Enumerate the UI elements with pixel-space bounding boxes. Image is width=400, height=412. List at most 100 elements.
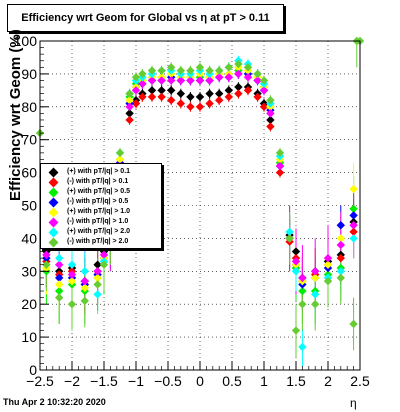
data-point	[298, 273, 307, 283]
data-point	[186, 102, 195, 111]
y-tick-label: 40	[21, 230, 37, 246]
y-tick-labels: 0 10 20 30 40 50 60 70 80 90 100	[14, 33, 38, 378]
data-point	[93, 267, 102, 276]
data-point	[195, 92, 205, 102]
legend-entry: (-) with pT/|q| > 0.1	[41, 177, 161, 188]
data-point	[115, 148, 125, 158]
data-point	[298, 300, 307, 309]
data-point	[349, 184, 358, 194]
data-point	[147, 76, 157, 85]
data-point	[131, 99, 141, 108]
data-point	[67, 270, 77, 279]
data-point	[323, 260, 333, 269]
data-point	[275, 148, 285, 158]
data-point	[67, 260, 77, 269]
timestamp: Thu Apr 2 10:32:20 2020	[3, 397, 106, 407]
data-point	[167, 63, 176, 72]
data-point	[243, 72, 253, 82]
legend-label: (+) with pT/|q| > 0.5	[67, 188, 131, 195]
data-point	[157, 66, 166, 75]
y-tick-label: 0	[29, 362, 37, 378]
data-point	[195, 76, 205, 85]
data-point	[186, 66, 195, 75]
y-tick-label: 60	[21, 165, 37, 181]
data-point	[80, 296, 89, 306]
data-point	[285, 227, 294, 237]
data-point	[323, 276, 333, 286]
data-point	[138, 79, 147, 88]
data-point	[234, 89, 243, 98]
x-tick-label: 0	[196, 373, 204, 389]
x-tick-label: 1	[260, 373, 268, 389]
data-point	[93, 290, 102, 299]
legend: (+) with pT/|q| > 0.1 (-) with pT/|q| > 0…	[40, 163, 162, 249]
data-point	[243, 63, 253, 72]
data-point	[224, 63, 233, 72]
data-point	[147, 92, 157, 102]
data-point	[80, 283, 89, 292]
data-point	[298, 286, 307, 296]
data-point	[266, 122, 275, 131]
data-point	[205, 99, 214, 108]
data-point	[215, 96, 224, 105]
legend-entry: (+) with pT/|q| > 0.5	[41, 187, 161, 198]
legend-entry: (-) with pT/|q| > 0.5	[41, 197, 161, 208]
legend-entry: (+) with pT/|q| > 2.0	[41, 227, 161, 238]
data-point	[266, 115, 275, 125]
data-point	[291, 257, 301, 266]
data-point	[55, 273, 64, 283]
data-point	[349, 234, 358, 243]
legend-label: (-) with pT/|q| > 0.1	[67, 178, 129, 185]
data-point	[311, 300, 320, 309]
legend-marker	[48, 197, 59, 208]
x-axis-label: η	[350, 396, 357, 410]
x-tick-label: −2.5	[26, 373, 54, 389]
data-point	[147, 86, 157, 95]
data-point	[157, 92, 166, 102]
data-point	[215, 72, 224, 82]
data-point	[349, 221, 358, 230]
data-point	[195, 63, 205, 72]
data-point	[298, 342, 307, 352]
legend-entry: (+) with pT/|q| > 0.1	[41, 167, 161, 178]
data-point	[291, 267, 301, 276]
data-point	[125, 109, 134, 118]
data-point	[147, 66, 157, 75]
data-point	[349, 204, 358, 213]
data-point	[42, 250, 51, 260]
data-point	[224, 92, 233, 102]
legend-marker	[48, 167, 59, 178]
x-tick-label: 2.5	[350, 373, 370, 389]
legend-label: (+) with pT/|q| > 1.0	[67, 208, 131, 215]
legend-marker	[48, 227, 59, 238]
data-point	[67, 300, 77, 309]
data-point	[336, 240, 345, 250]
data-point	[186, 92, 195, 102]
data-point	[285, 234, 294, 243]
data-point	[125, 89, 134, 98]
data-point	[234, 59, 243, 69]
legend-entry: (-) with pT/|q| > 2.0	[41, 237, 161, 248]
data-point	[224, 72, 233, 82]
data-point	[259, 102, 269, 111]
data-point	[336, 253, 345, 263]
x-tick-label: 2	[324, 373, 332, 389]
x-tick-labels: −2.5 −2 −1.5 −1 −0.5 0 0.5 1 1.5 2 2.5	[26, 373, 370, 389]
data-point	[336, 273, 345, 283]
data-point	[131, 72, 141, 82]
legend-entry: (-) with pT/|q| > 1.0	[41, 217, 161, 228]
y-tick-label: 20	[21, 296, 37, 312]
legend-marker	[48, 177, 59, 188]
legend-marker	[48, 217, 59, 228]
data-point	[55, 253, 64, 263]
data-point	[176, 89, 185, 98]
data-point	[176, 76, 185, 85]
x-tick-label: −2	[64, 373, 80, 389]
data-point	[131, 86, 141, 95]
data-point	[93, 260, 102, 269]
legend-label: (-) with pT/|q| > 0.5	[67, 198, 129, 205]
y-axis-label: Efficiency wrt Geom (%)	[7, 29, 24, 201]
data-point	[55, 260, 64, 269]
x-tick-label: 0.5	[222, 373, 242, 389]
data-point	[253, 69, 262, 79]
